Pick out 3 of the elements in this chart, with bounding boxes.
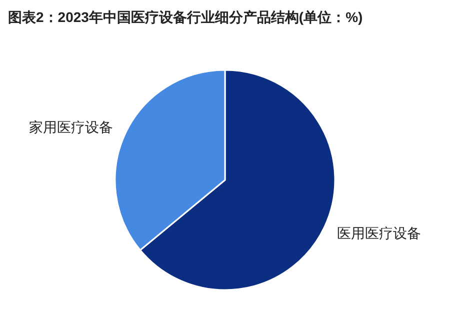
slice-label: 医用医疗设备 [337,224,422,241]
slice-label: 家用医疗设备 [28,119,113,136]
chart-title: 图表2：2023年中国医疗设备行业细分产品结构(单位：%) [8,9,363,25]
